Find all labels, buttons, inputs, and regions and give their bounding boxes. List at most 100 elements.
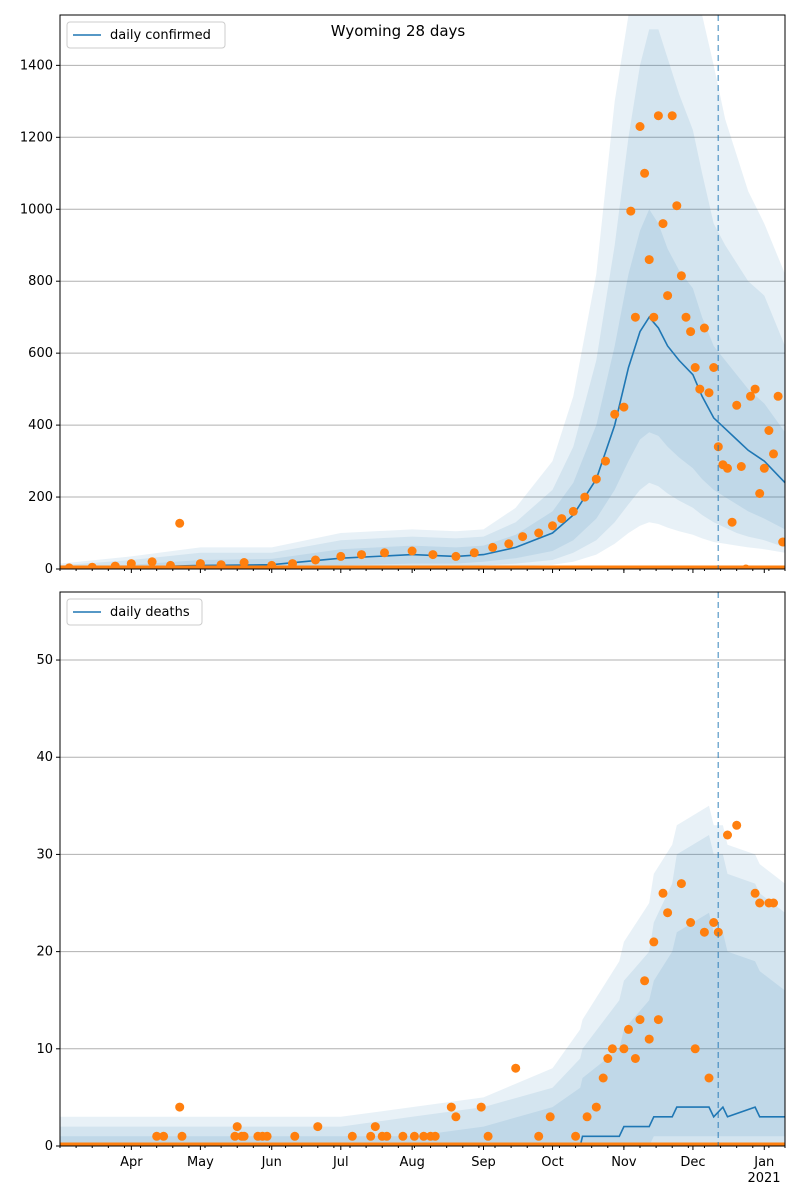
observed-point [649, 312, 659, 322]
observed-point [653, 1015, 663, 1025]
observed-point [736, 462, 746, 471]
observed-point [336, 551, 346, 561]
observed-point [239, 558, 249, 567]
uncertainty-band [60, 209, 785, 569]
observed-point [347, 1131, 357, 1141]
observed-point [175, 518, 185, 528]
y-tick-label: 20 [36, 945, 53, 960]
legend-label: daily confirmed [110, 28, 211, 43]
observed-point [419, 1131, 429, 1141]
observed-point [557, 514, 567, 524]
y-tick-label: 200 [28, 490, 53, 505]
y-tick-label: 1400 [20, 58, 53, 73]
observed-point [676, 271, 686, 281]
uncertainty-band [60, 15, 785, 569]
observed-point [451, 1112, 461, 1122]
observed-point [64, 563, 74, 569]
observed-point [732, 400, 742, 410]
plot-area [60, 592, 785, 1146]
observed-point [644, 255, 654, 265]
x-tick-label: Jul [332, 1155, 349, 1170]
observed-point [216, 560, 226, 569]
observed-point [175, 1102, 185, 1112]
observed-point [649, 937, 659, 947]
observed-point [548, 521, 557, 531]
observed-point [370, 1122, 380, 1132]
observed-point [232, 1122, 242, 1132]
observed-point [635, 122, 645, 131]
observed-point [518, 532, 528, 542]
x-tick-label: May [187, 1155, 214, 1170]
y-tick-label: 10 [36, 1042, 53, 1057]
observed-point [640, 976, 650, 986]
observed-point [446, 1102, 456, 1112]
observed-point [699, 323, 709, 333]
observed-point [773, 391, 783, 401]
x-tick-label: Jun [261, 1155, 282, 1170]
deaths-panel: 0 10 20 30 40 50 Apr May Jun Jul Aug Sep Oct Nov Dec Ja… [36, 591, 786, 1170]
observed-point [658, 888, 668, 898]
observed-point [398, 1131, 408, 1141]
observed-point [727, 517, 737, 527]
observed-point [619, 1044, 629, 1054]
observed-point [723, 463, 732, 473]
observed-point [759, 463, 769, 473]
observed-point [601, 456, 610, 466]
y-tick-label: 40 [36, 750, 53, 765]
observed-point [230, 1131, 240, 1141]
y-tick-label: 600 [28, 346, 53, 361]
observed-point [681, 312, 691, 322]
observed-point [313, 1122, 323, 1132]
observed-point [755, 489, 765, 498]
observed-point [159, 1131, 169, 1141]
observed-point [769, 898, 778, 908]
observed-point [534, 1131, 544, 1141]
observed-point [667, 111, 677, 121]
observed-point [407, 546, 417, 556]
x-tick-label: Nov [611, 1155, 637, 1170]
observed-point [709, 363, 719, 372]
observed-point [87, 562, 97, 569]
observed-point [504, 539, 514, 549]
observed-point [598, 1073, 608, 1083]
observed-point [469, 548, 479, 558]
observed-point [311, 555, 320, 565]
axes-frame [59, 14, 786, 570]
confirmed-panel: 0 200 400 600 800 1000 1200 1400 daily confirmed [20, 14, 786, 577]
observed-point [630, 312, 640, 322]
observed-point [610, 409, 620, 419]
y-tick-label: 400 [28, 418, 53, 433]
observed-point [166, 560, 175, 569]
observed-point [686, 327, 696, 337]
observed-point [545, 1112, 555, 1122]
observed-point [624, 1024, 633, 1034]
y-tick-label: 30 [36, 847, 53, 862]
legend-label: daily deaths [110, 605, 190, 620]
observed-point [690, 363, 700, 372]
observed-point [366, 1131, 376, 1141]
y-tick-label: 800 [28, 274, 53, 289]
y-tick-label: 50 [36, 653, 53, 668]
observed-point [288, 559, 297, 569]
y-tick-label: 0 [45, 1139, 53, 1154]
observed-point [147, 557, 157, 567]
x-tick-label: Dec [680, 1155, 705, 1170]
observed-point [672, 201, 682, 211]
observed-point [750, 384, 760, 394]
observed-point [451, 551, 461, 561]
y-tick-label: 1000 [20, 202, 53, 217]
observed-point [582, 1112, 592, 1122]
observed-point [591, 1102, 601, 1112]
x-tick-label: Jan [753, 1155, 774, 1170]
observed-point [658, 219, 668, 229]
observed-point [663, 908, 673, 918]
observed-point [723, 830, 732, 840]
y-tick-label: 0 [45, 562, 53, 577]
uncertainty-band [60, 805, 785, 1146]
observed-point [571, 1131, 581, 1141]
observed-point [476, 1102, 486, 1112]
legend-box [66, 598, 203, 626]
observed-point [262, 1131, 272, 1141]
observed-point [591, 474, 601, 484]
